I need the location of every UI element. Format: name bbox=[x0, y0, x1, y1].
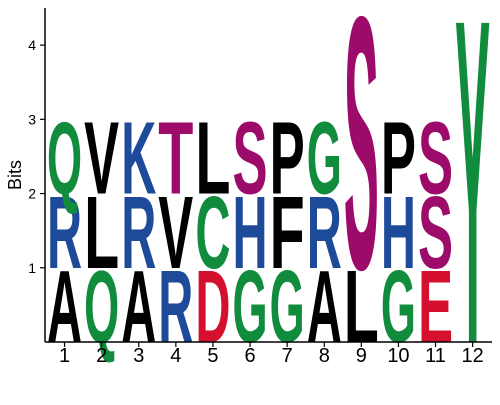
logo-letter-g: G bbox=[307, 100, 342, 215]
x-tick-label: 11 bbox=[425, 345, 446, 367]
logo-letter-c: C bbox=[195, 176, 230, 291]
logo-letter-p: P bbox=[270, 102, 305, 217]
logo-letter-t: T bbox=[158, 100, 193, 216]
x-tick-label: 1 bbox=[59, 345, 70, 367]
x-ticks: 1 2 3 4 5 6 7 8 9 10 11 12 bbox=[59, 342, 484, 367]
logo-letter-q: Q bbox=[47, 100, 82, 215]
logo-letter-y: Y bbox=[455, 0, 490, 400]
x-tick-label: 2 bbox=[96, 345, 107, 367]
y-tick-label: 1 bbox=[28, 260, 36, 276]
logo-letter-h: H bbox=[233, 176, 268, 291]
logo-letter-v: V bbox=[84, 102, 119, 217]
logo-letter-s: S bbox=[418, 176, 453, 291]
logo-letter-s: S bbox=[233, 102, 268, 217]
x-tick-label: 10 bbox=[387, 345, 409, 367]
y-tick-label: 2 bbox=[28, 186, 36, 202]
y-tick-label: 3 bbox=[28, 111, 36, 127]
x-tick-label: 12 bbox=[462, 345, 484, 367]
logo-letter-h: H bbox=[381, 176, 416, 291]
logo-letter-s: S bbox=[344, 0, 379, 345]
logo-letter-s: S bbox=[418, 102, 453, 217]
x-tick-label: 6 bbox=[244, 345, 255, 367]
logo-letter-v: V bbox=[158, 176, 193, 291]
y-axis-label: Bits bbox=[5, 160, 25, 190]
x-tick-label: 9 bbox=[356, 345, 367, 367]
logo-letter-l: L bbox=[195, 100, 230, 216]
x-tick-label: 3 bbox=[133, 345, 144, 367]
logo-letter-f: F bbox=[270, 174, 305, 290]
x-tick-label: 8 bbox=[319, 345, 330, 367]
x-tick-label: 4 bbox=[170, 345, 181, 367]
logo-letter-r: R bbox=[47, 176, 82, 291]
logo-letter-l: L bbox=[84, 174, 119, 290]
logo-letter-r: R bbox=[121, 176, 156, 291]
x-tick-label: 5 bbox=[207, 345, 218, 367]
y-tick-label: 4 bbox=[28, 37, 36, 53]
x-tick-label: 7 bbox=[282, 345, 293, 367]
y-ticks: 1 2 3 4 bbox=[28, 37, 45, 276]
logo-letter-r: R bbox=[307, 176, 342, 291]
logo-letter-p: P bbox=[381, 102, 416, 217]
logo-letter-k: K bbox=[121, 101, 156, 216]
